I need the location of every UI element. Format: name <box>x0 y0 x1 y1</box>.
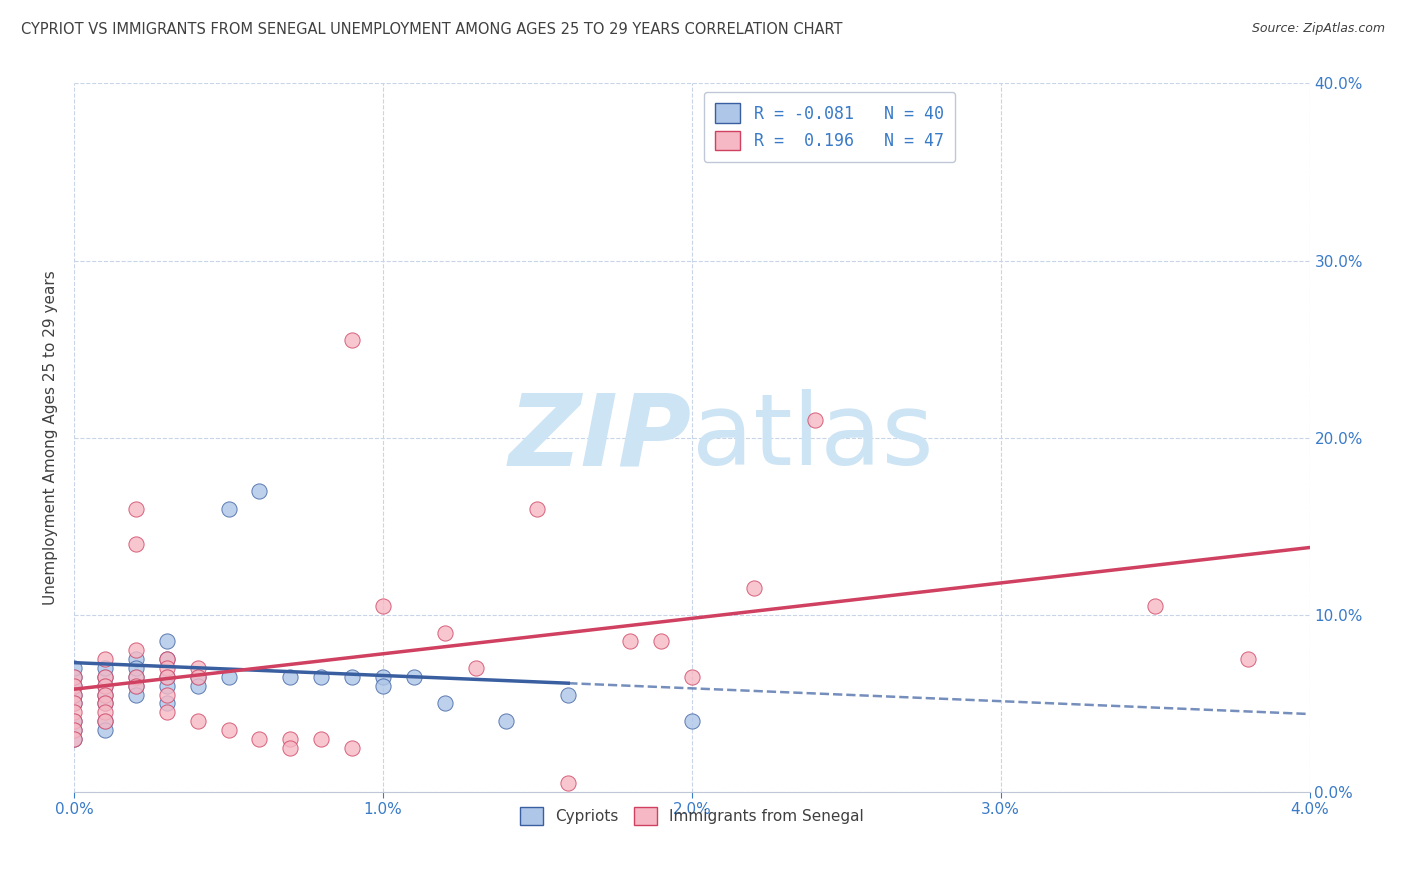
Point <box>495 714 517 728</box>
Point <box>94 688 117 702</box>
Point <box>94 670 117 684</box>
Point <box>63 697 86 711</box>
Point <box>681 714 703 728</box>
Point <box>94 697 117 711</box>
Point <box>371 670 394 684</box>
Point <box>125 679 148 693</box>
Point <box>804 413 827 427</box>
Point <box>94 652 117 666</box>
Point <box>63 731 86 746</box>
Point <box>156 661 179 675</box>
Point <box>433 625 456 640</box>
Point <box>63 670 86 684</box>
Point <box>94 679 117 693</box>
Point <box>309 670 332 684</box>
Point <box>125 679 148 693</box>
Text: CYPRIOT VS IMMIGRANTS FROM SENEGAL UNEMPLOYMENT AMONG AGES 25 TO 29 YEARS CORREL: CYPRIOT VS IMMIGRANTS FROM SENEGAL UNEMP… <box>21 22 842 37</box>
Point <box>94 714 117 728</box>
Point <box>94 705 117 719</box>
Point <box>309 731 332 746</box>
Point <box>1144 599 1167 613</box>
Point <box>125 688 148 702</box>
Point <box>371 679 394 693</box>
Point <box>94 670 117 684</box>
Text: Source: ZipAtlas.com: Source: ZipAtlas.com <box>1251 22 1385 36</box>
Point <box>464 661 486 675</box>
Point <box>187 679 209 693</box>
Point <box>218 670 240 684</box>
Point <box>187 661 209 675</box>
Point <box>63 705 86 719</box>
Point <box>94 723 117 737</box>
Point <box>156 670 179 684</box>
Point <box>94 688 117 702</box>
Y-axis label: Unemployment Among Ages 25 to 29 years: Unemployment Among Ages 25 to 29 years <box>44 270 58 605</box>
Point <box>340 740 363 755</box>
Point <box>125 643 148 657</box>
Point <box>63 697 86 711</box>
Point <box>619 634 641 648</box>
Point <box>63 714 86 728</box>
Point <box>63 679 86 693</box>
Point <box>557 776 579 790</box>
Point <box>63 670 86 684</box>
Point <box>125 670 148 684</box>
Point <box>650 634 672 648</box>
Point <box>187 670 209 684</box>
Point <box>94 661 117 675</box>
Point <box>187 714 209 728</box>
Point <box>278 670 301 684</box>
Point <box>63 679 86 693</box>
Point <box>1236 652 1258 666</box>
Point <box>278 731 301 746</box>
Point <box>247 483 270 498</box>
Point <box>94 697 117 711</box>
Point <box>156 688 179 702</box>
Point <box>557 688 579 702</box>
Point <box>681 670 703 684</box>
Point <box>156 705 179 719</box>
Point <box>63 661 86 675</box>
Point <box>63 688 86 702</box>
Point <box>125 670 148 684</box>
Point <box>433 697 456 711</box>
Point <box>187 670 209 684</box>
Point <box>156 670 179 684</box>
Point <box>63 688 86 702</box>
Point <box>125 652 148 666</box>
Point <box>402 670 425 684</box>
Point <box>156 679 179 693</box>
Point <box>526 501 548 516</box>
Point <box>340 333 363 347</box>
Point <box>247 731 270 746</box>
Point <box>125 501 148 516</box>
Point <box>63 714 86 728</box>
Point <box>94 714 117 728</box>
Point <box>63 723 86 737</box>
Point <box>125 661 148 675</box>
Point <box>94 679 117 693</box>
Point <box>156 697 179 711</box>
Point <box>156 652 179 666</box>
Legend: Cypriots, Immigrants from Senegal: Cypriots, Immigrants from Senegal <box>510 798 873 834</box>
Point <box>742 581 765 595</box>
Point <box>340 670 363 684</box>
Text: ZIP: ZIP <box>509 389 692 486</box>
Point <box>278 740 301 755</box>
Text: atlas: atlas <box>692 389 934 486</box>
Point <box>156 652 179 666</box>
Point <box>156 634 179 648</box>
Point <box>63 731 86 746</box>
Point <box>125 537 148 551</box>
Point <box>371 599 394 613</box>
Point <box>218 501 240 516</box>
Point <box>218 723 240 737</box>
Point <box>63 723 86 737</box>
